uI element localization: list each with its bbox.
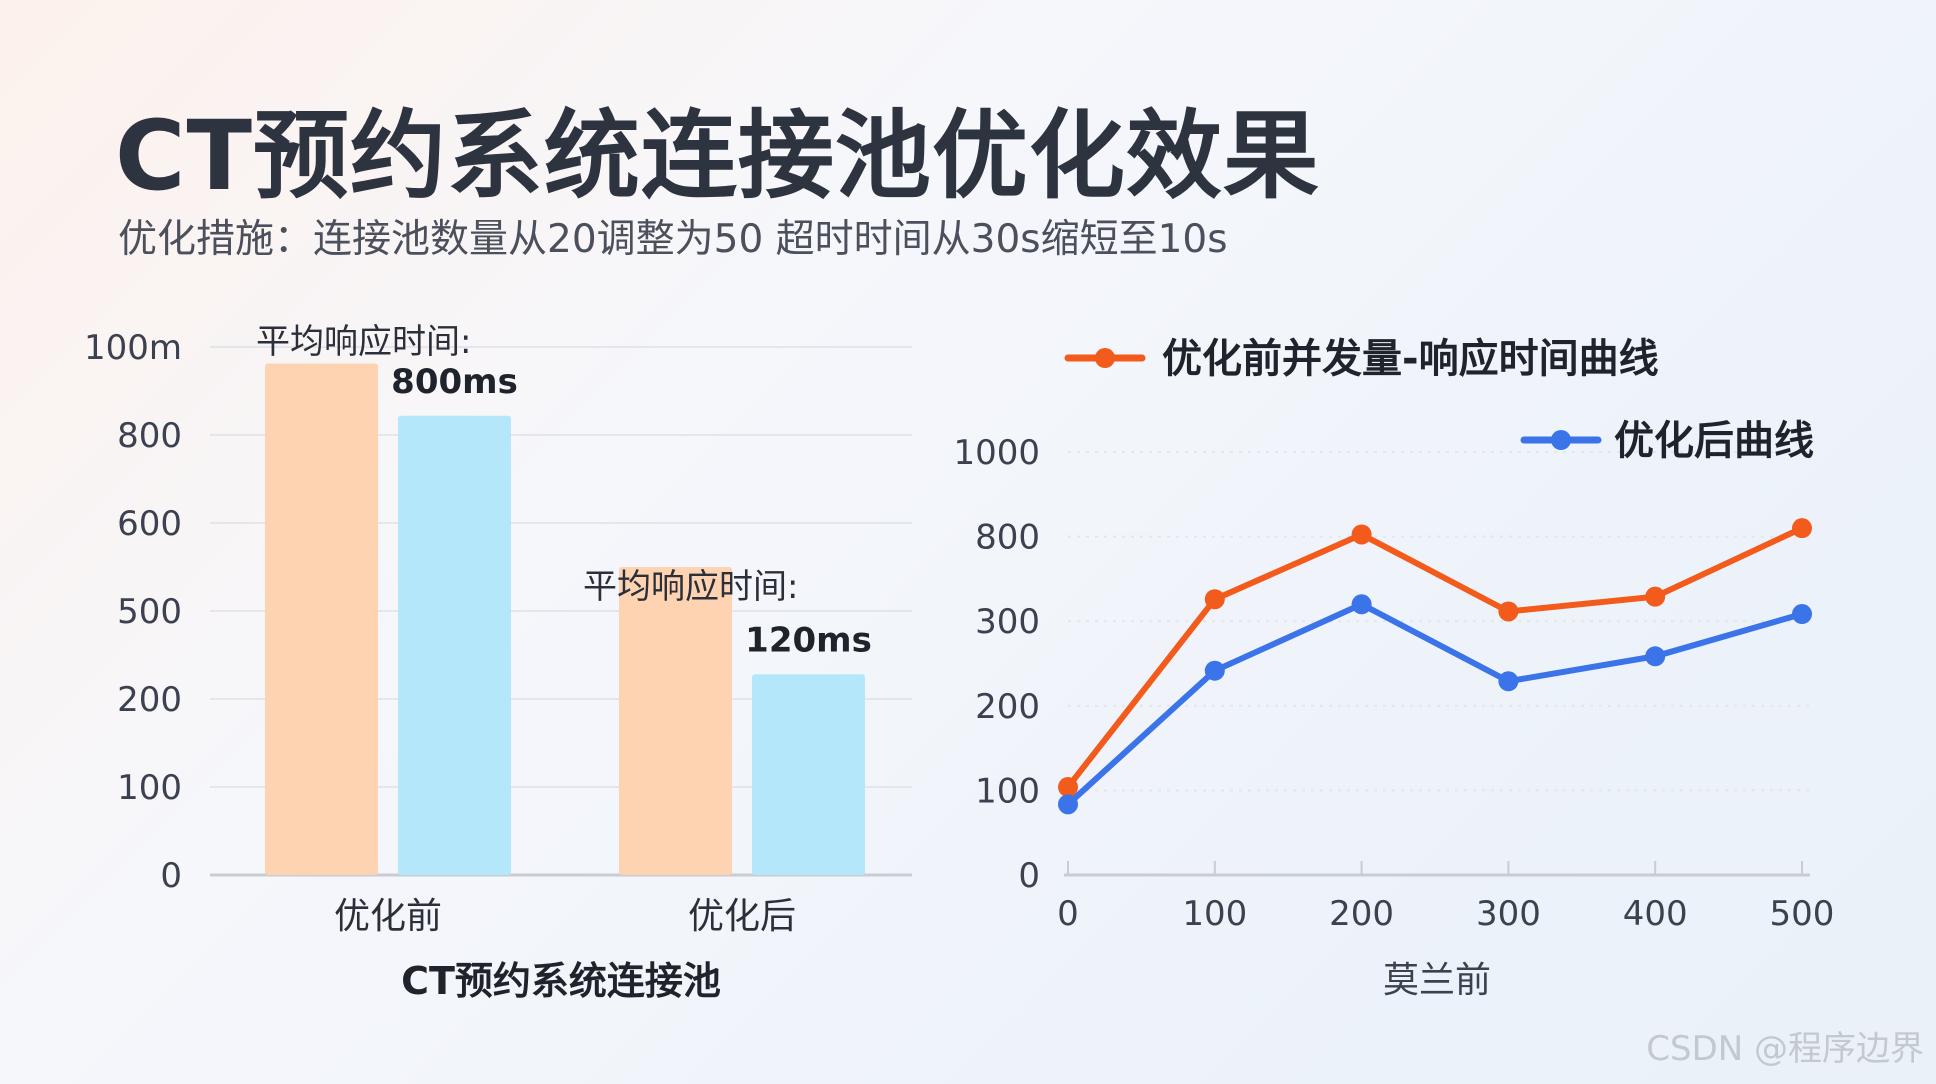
y-tick-label: 200 [975,687,1040,727]
line-before-point [1058,777,1078,798]
bar-after-series-0 [619,567,732,875]
x-tick-label: 500 [1770,894,1835,934]
x-tick-label: 200 [1329,894,1394,934]
line-after-point [1351,594,1372,615]
legend-marker-before [1095,348,1115,368]
y-tick-label: 600 [117,504,182,544]
y-tick-label: 300 [975,602,1040,642]
x-tick-label: 100 [1182,894,1247,934]
y-tick-label: 800 [117,416,182,456]
watermark: CSDN @程序边界 [1646,1029,1924,1069]
bar-before-series-1 [398,415,511,875]
y-tick-label: 100 [975,771,1040,811]
x-tick-label: 优化后 [688,896,796,937]
line-after-series [1065,601,1803,807]
line-before-point [1204,589,1225,610]
line-after-point [1792,604,1812,625]
y-tick-label: 0 [160,856,182,896]
line-before-series [1065,525,1804,789]
x-tick-label: 300 [1476,894,1541,934]
line-before-point [1351,524,1372,545]
line-before-point [1792,518,1812,539]
y-tick-label: 100 [117,768,182,808]
y-tick-label: 200 [117,680,182,720]
x-tick-label: 0 [1057,894,1079,934]
bar-after-series-1 [752,674,865,875]
y-tick-label: 0 [1018,856,1040,896]
line-after-point [1498,671,1519,692]
x-axis-label: 莫兰前 [1383,960,1491,1001]
line-after-point [1204,660,1225,681]
bar-before-series-0 [265,363,378,875]
line-before-point [1645,586,1666,607]
y-tick-label: 1000 [953,433,1040,473]
page-title: CT预约系统连接池优化效果 [115,100,1320,212]
line-before-point [1498,601,1519,622]
y-tick-label: 100m [84,328,182,368]
bar-chart: 0100200500600800100m优化前平均响应时间:800ms优化后平均… [84,322,912,1003]
legend-marker-after [1551,430,1571,450]
x-tick-label: 优化前 [334,896,442,937]
line-after-point [1645,646,1666,667]
annotation-label: 平均响应时间: [256,322,471,362]
y-tick-label: 800 [975,518,1040,558]
legend-label-before: 优化前并发量-响应时间曲线 [1162,336,1659,382]
x-axis-label: CT预约系统连接池 [401,959,721,1003]
annotation-value: 120ms [745,620,872,660]
page-subtitle: 优化措施：连接池数量从20调整为50 超时时间从30s缩短至10s [118,217,1228,262]
annotation-label: 平均响应时间: [583,567,798,607]
line-after-point [1058,794,1078,815]
x-tick-label: 400 [1623,894,1688,934]
y-tick-label: 500 [117,592,182,632]
legend-label-after: 优化后曲线 [1614,418,1814,464]
annotation-value: 800ms [391,362,518,402]
